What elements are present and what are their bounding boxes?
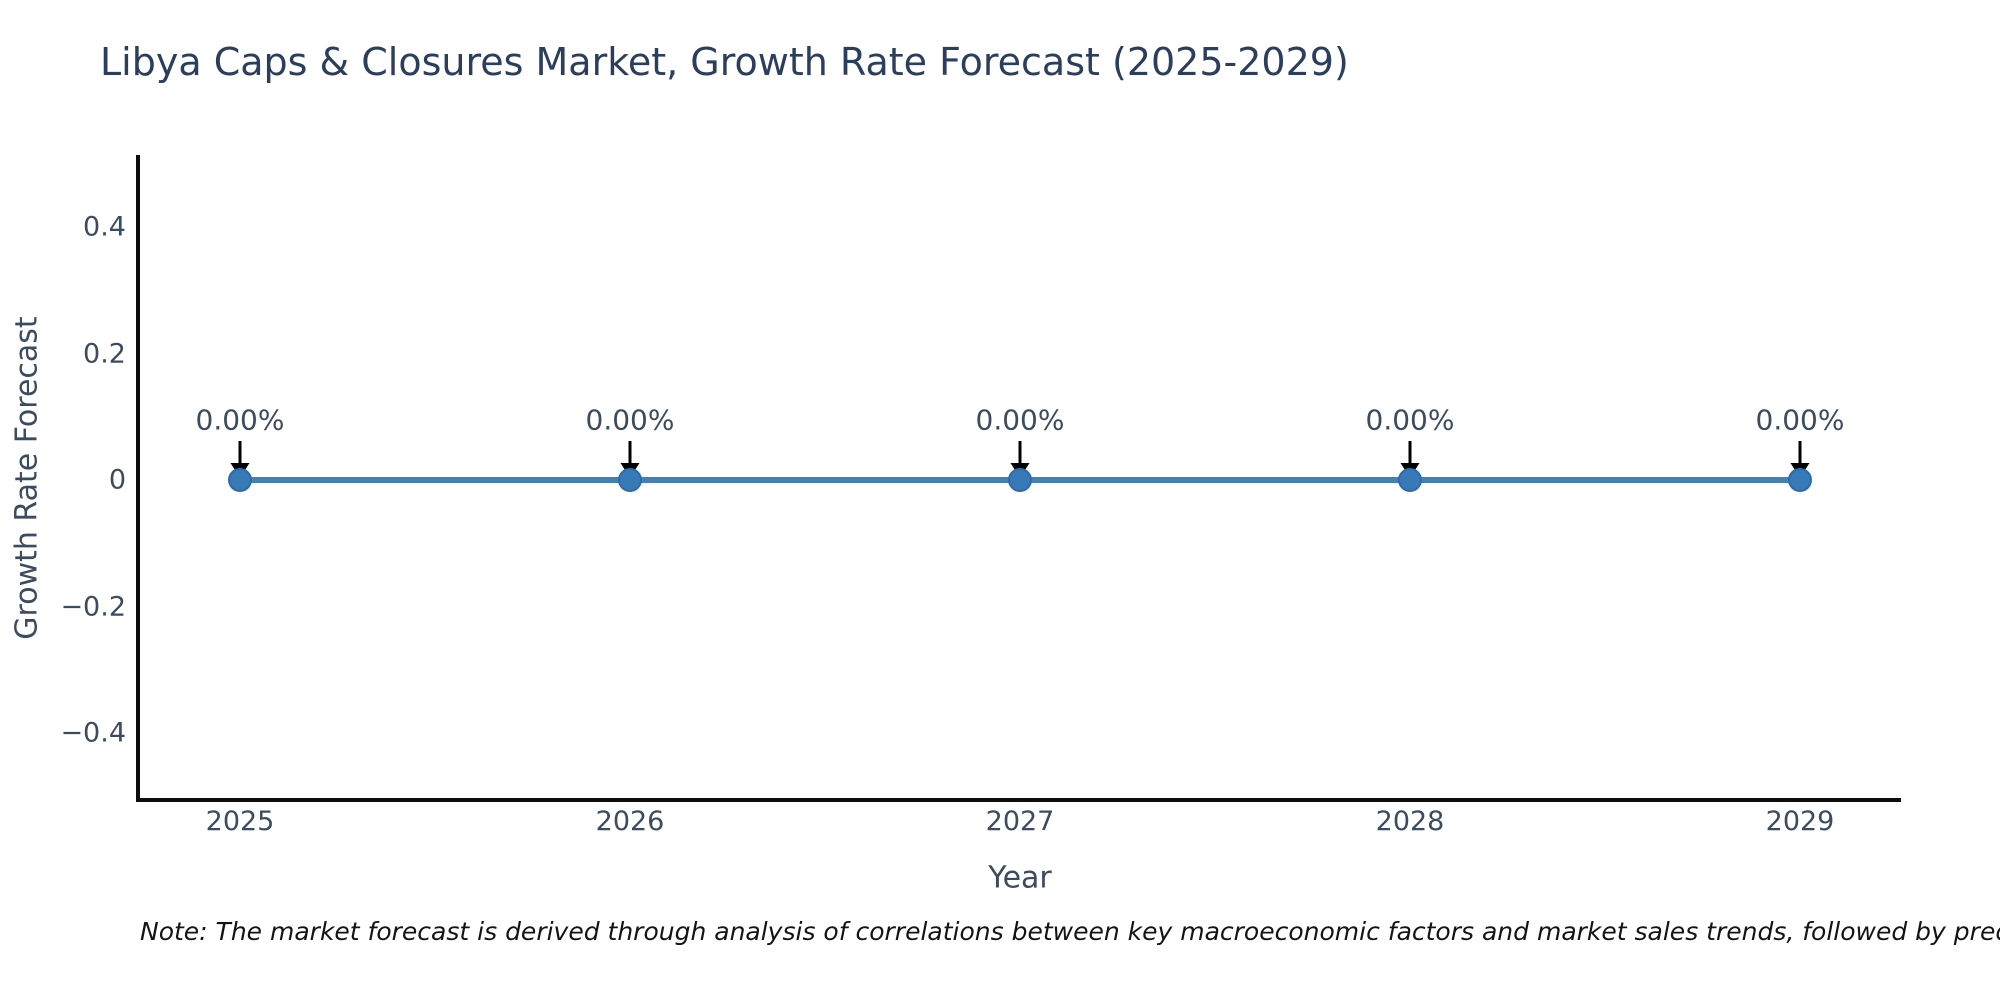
y-tick-label: 0.2 [83, 338, 126, 369]
point-label: 0.00% [195, 403, 285, 437]
y-tick-label: 0 [108, 464, 126, 496]
x-axis-title: Year [988, 860, 1052, 896]
point-label: 0.00% [1755, 403, 1845, 437]
data-point-marker [1398, 468, 1422, 492]
y-tick-label: −0.4 [60, 717, 126, 749]
x-tick-label: 2029 [1765, 806, 1835, 837]
data-point-marker [228, 468, 252, 492]
chart-title: Libya Caps & Closures Market, Growth Rat… [100, 40, 1349, 84]
x-tick-label: 2025 [205, 806, 275, 837]
x-tick-label: 2027 [985, 806, 1055, 837]
y-tick-label: 0.4 [83, 211, 126, 243]
point-label: 0.00% [1365, 403, 1455, 437]
x-tick-label: 2026 [595, 806, 665, 837]
point-label: 0.00% [585, 403, 675, 437]
data-point-marker [1008, 468, 1032, 492]
point-label: 0.00% [975, 403, 1065, 437]
footnote: Note: The market forecast is derived thr… [140, 917, 2000, 946]
y-tick-label: −0.2 [60, 591, 126, 622]
axis-spines [136, 155, 1901, 802]
data-point-marker [618, 468, 642, 492]
data-point-marker [1788, 468, 1812, 492]
x-tick-label: 2028 [1375, 806, 1445, 837]
